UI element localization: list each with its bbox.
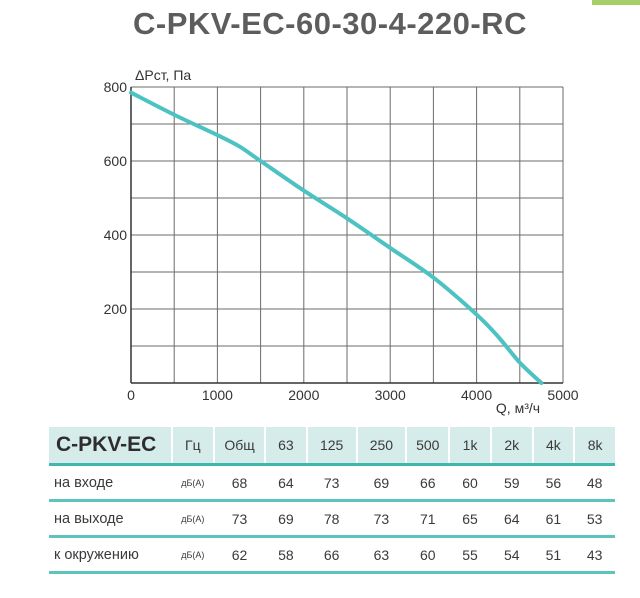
table-value-cell: 58 (264, 536, 307, 574)
series-line (129, 90, 544, 385)
x-axis-label: Q, м³/ч (496, 400, 540, 416)
table-value-cell: 64 (490, 500, 533, 538)
table-unit-cell: дБ(А) (171, 464, 215, 502)
y-tick-label: 400 (104, 227, 128, 243)
table-value-cell: 69 (264, 500, 307, 538)
chart-axes (130, 87, 563, 384)
x-tick-label: 2000 (288, 387, 319, 403)
table-header-cell: 500 (405, 427, 450, 466)
table-value-cell: 73 (356, 500, 407, 538)
table-value-cell: 68 (214, 464, 265, 502)
table-row: к окружению дБ(А) 62 58 66 63 60 55 54 51 43 (49, 536, 615, 574)
table-header-cell: 8k (573, 427, 615, 466)
table-value-cell: 78 (306, 500, 357, 538)
table-value-cell: 54 (490, 536, 533, 574)
chart-grid (131, 86, 564, 383)
table-unit-cell: дБ(А) (171, 536, 215, 574)
table-header-cell: 63 (263, 427, 307, 466)
x-tick-label: 1000 (202, 387, 233, 403)
table-row-label: к окружению (49, 536, 172, 574)
table-value-cell: 66 (306, 536, 357, 574)
table-value-cell: 73 (214, 500, 265, 538)
x-tick-label: 5000 (547, 387, 578, 403)
table-value-cell: 60 (406, 536, 450, 574)
table-value-cell: 64 (264, 464, 307, 502)
table-value-cell: 62 (214, 536, 265, 574)
x-tick-label: 4000 (461, 387, 492, 403)
corner-accent-bar (592, 0, 640, 5)
table-row-label: на входе (49, 464, 172, 502)
table-value-cell: 65 (449, 500, 491, 538)
table-unit-cell: дБ(А) (171, 500, 215, 538)
table-value-cell: 53 (574, 500, 615, 538)
table-header-cell: Гц (170, 427, 215, 466)
table-row: на выходе дБ(А) 73 69 78 73 71 65 64 61 53 (49, 500, 615, 538)
table-value-cell: 71 (406, 500, 450, 538)
noise-table: C-PKV-EC Гц Общ 63 125 250 500 1k 2k 4k 8k на входе… (49, 427, 615, 574)
table-model-label: C-PKV-EC (49, 427, 172, 466)
x-tick-label: 0 (127, 387, 135, 403)
table-value-cell: 73 (306, 464, 357, 502)
table-value-cell: 51 (532, 536, 575, 574)
table-header-cell: Общ (213, 427, 265, 466)
chart-series (129, 90, 544, 385)
table-header-cell: 1k (448, 427, 491, 466)
table-row: на входе дБ(А) 68 64 73 69 66 60 59 56 48 (49, 464, 615, 502)
table-value-cell: 61 (532, 500, 575, 538)
table-header-cell: 125 (305, 427, 357, 466)
table-value-cell: 66 (406, 464, 450, 502)
table-row-label: на выходе (49, 500, 172, 538)
chart-title: C-PKV-EC-60-30-4-220-RC (133, 6, 527, 41)
table-value-cell: 60 (449, 464, 491, 502)
table-header-cell: 2k (489, 427, 533, 466)
y-tick-label: 600 (104, 153, 128, 169)
table-value-cell: 63 (356, 536, 407, 574)
y-tick-label: 200 (104, 301, 128, 317)
chart-tick-labels: 0 1000 2000 3000 4000 5000 200 400 600 800 (104, 79, 579, 403)
y-tick-label: 800 (104, 79, 128, 95)
x-tick-label: 3000 (375, 387, 406, 403)
table-header-cell: 4k (531, 427, 575, 466)
y-axis-label: ΔPст, Па (135, 67, 191, 83)
table-header-row: C-PKV-EC Гц Общ 63 125 250 500 1k 2k 4k 8k (49, 427, 615, 466)
pressure-flow-chart: 0 1000 2000 3000 4000 5000 200 400 600 800 ΔPст, … (104, 67, 579, 416)
table-value-cell: 43 (574, 536, 615, 574)
table-value-cell: 69 (356, 464, 407, 502)
table-value-cell: 56 (532, 464, 575, 502)
table-header-cell: 250 (355, 427, 407, 466)
table-value-cell: 59 (490, 464, 533, 502)
table-value-cell: 55 (449, 536, 491, 574)
table-value-cell: 48 (574, 464, 615, 502)
